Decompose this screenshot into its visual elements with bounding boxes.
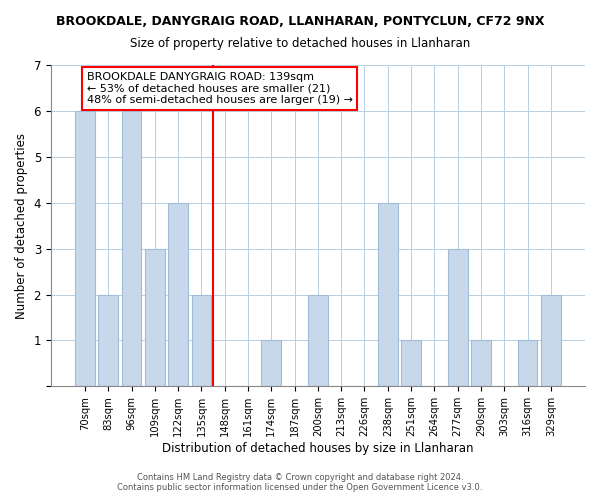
Bar — [75, 111, 95, 386]
Bar — [98, 294, 118, 386]
Bar — [378, 202, 398, 386]
Bar — [308, 294, 328, 386]
Bar — [471, 340, 491, 386]
Bar — [168, 202, 188, 386]
Bar — [448, 248, 467, 386]
Bar — [541, 294, 561, 386]
Bar — [191, 294, 211, 386]
Text: BROOKDALE DANYGRAIG ROAD: 139sqm
← 53% of detached houses are smaller (21)
48% o: BROOKDALE DANYGRAIG ROAD: 139sqm ← 53% o… — [87, 72, 353, 105]
X-axis label: Distribution of detached houses by size in Llanharan: Distribution of detached houses by size … — [162, 442, 473, 455]
Bar — [401, 340, 421, 386]
Bar — [145, 248, 165, 386]
Text: Size of property relative to detached houses in Llanharan: Size of property relative to detached ho… — [130, 38, 470, 51]
Y-axis label: Number of detached properties: Number of detached properties — [15, 132, 28, 318]
Bar — [122, 111, 142, 386]
Bar — [518, 340, 538, 386]
Text: Contains HM Land Registry data © Crown copyright and database right 2024.
Contai: Contains HM Land Registry data © Crown c… — [118, 473, 482, 492]
Text: BROOKDALE, DANYGRAIG ROAD, LLANHARAN, PONTYCLUN, CF72 9NX: BROOKDALE, DANYGRAIG ROAD, LLANHARAN, PO… — [56, 15, 544, 28]
Bar — [262, 340, 281, 386]
